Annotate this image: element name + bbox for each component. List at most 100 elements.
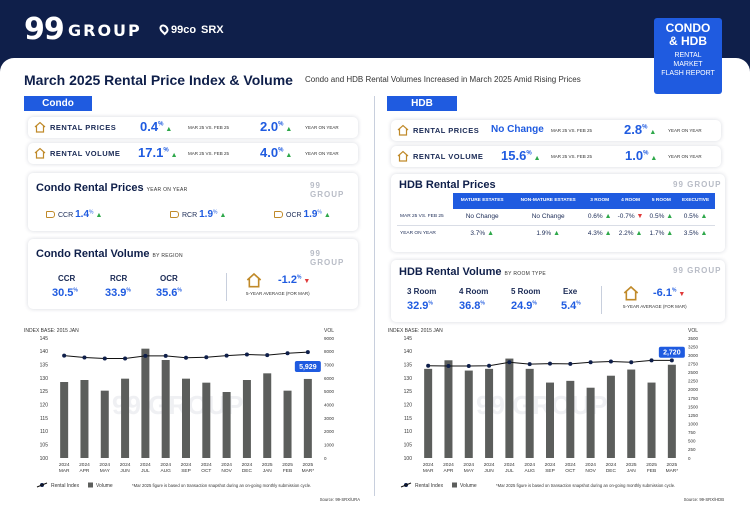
x-tick-month: FEB	[647, 468, 656, 474]
table-header: 5 ROOM	[646, 193, 677, 209]
table-header: EXECUTIVE	[676, 193, 715, 209]
right-tick-label: 3250	[688, 344, 699, 349]
x-tick-year: 2025	[667, 462, 678, 468]
left-tick-label: 130	[40, 376, 49, 382]
condo-vol-ocr-label: OCR	[160, 274, 178, 283]
volume-bar	[586, 387, 595, 458]
x-tick-month: SEP	[545, 468, 555, 474]
right-tick-label: 2000	[688, 387, 699, 392]
condo-vol-ccr-value: 30.5%	[52, 287, 78, 299]
rental-index-point	[62, 353, 67, 358]
condo-prices-region-title-text: Condo Rental Prices	[36, 182, 144, 194]
callout-value: 5,929	[299, 364, 317, 371]
condo-volume-yoy-label: YEAR ON YEAR	[305, 151, 339, 156]
legend-line-index	[36, 482, 48, 488]
left-tick-label: 120	[40, 402, 49, 408]
main-panel: March 2025 Rental Price Index & Volume C…	[0, 58, 750, 513]
hdb-price-table: MATURE ESTATES NON-MATURE ESTATES 3 ROOM…	[397, 193, 715, 241]
region-name: RCR	[182, 212, 198, 219]
volume-bar	[263, 373, 272, 458]
chart-index-base-label: INDEX BASE: 2015 JAN	[24, 328, 79, 334]
legend-label-volume: Volume	[96, 483, 113, 489]
table-cell: 1.9% ▲	[536, 229, 561, 237]
house-icon	[623, 285, 639, 301]
badge-line-3: RENTAL	[674, 52, 702, 59]
condo-prices-region-title: Condo Rental Prices YEAR ON YEAR	[36, 182, 188, 194]
table-row-label: YEAR ON YEAR	[400, 230, 436, 236]
x-tick-month: MAR*	[666, 468, 679, 474]
hdb-prices-yoy-number: 2.8	[624, 122, 643, 137]
x-tick-month: OCT	[201, 468, 211, 474]
volume-bar	[222, 392, 231, 458]
right-tick-label: 250	[688, 447, 696, 452]
partner-label-99co: 99co	[171, 24, 197, 36]
table-cell: 0.6% ▲	[584, 209, 615, 226]
condo-volume-yoy-value: 4.0% ▲	[260, 145, 293, 160]
hdb-vol-5yr-number: -6.1	[653, 287, 672, 299]
condo-vol-ccr-number: 30.5	[52, 287, 74, 299]
left-tick-label: 105	[40, 442, 49, 448]
center-divider	[374, 96, 375, 496]
condo-prices-region-subtitle: YEAR ON YEAR	[146, 187, 188, 193]
chart-source: Source: 99-SRX/HDB	[684, 497, 724, 502]
rental-index-point	[527, 362, 532, 367]
rental-index-point	[102, 356, 107, 361]
hdb-room-4-value: 36.8%	[459, 300, 485, 312]
hdb-volume-mom-value: 15.6% ▲	[501, 148, 541, 163]
right-tick-label: 1000	[688, 422, 699, 427]
rental-index-point	[446, 364, 451, 368]
region-value: 1.9	[199, 209, 214, 220]
hdb-room-5-label: 5 Room	[511, 287, 541, 296]
legend-label-index: Rental Index	[51, 483, 80, 489]
hdb-prices-label: RENTAL PRICES	[413, 126, 480, 135]
x-tick-month: JUL	[141, 468, 150, 474]
condo-prices-mom-compare: MAR 25 VS. FEB 25	[188, 125, 230, 130]
price-tag-icon	[170, 211, 179, 218]
rental-index-point	[163, 353, 168, 358]
x-tick-year: 2025	[262, 462, 273, 468]
right-tick-label: 8000	[324, 349, 335, 354]
condo-vol-5yr-number: -1.2	[278, 274, 297, 286]
house-icon	[34, 121, 46, 133]
condo-region-price-ocr: OCR 1.9% ▲	[274, 209, 331, 220]
x-tick-month: MAR	[423, 468, 434, 474]
table-cell: 2.2% ▲	[618, 229, 643, 237]
chart-vol-axis-label: VOL	[688, 328, 698, 334]
condo-volume-yoy-number: 4.0	[260, 145, 279, 160]
right-tick-label: 4000	[324, 402, 335, 407]
x-tick-year: 2024	[140, 462, 151, 468]
condo-vol-rcr-label: RCR	[110, 274, 128, 283]
badge-line-4: MARKET	[673, 61, 703, 68]
left-tick-label: 135	[40, 362, 49, 368]
x-tick-year: 2024	[201, 462, 212, 468]
table-row: YEAR ON YEAR 3.7% ▲ 1.9% ▲ 4.3% ▲ 2.2% ▲…	[397, 225, 715, 241]
x-tick-month: DEC	[606, 468, 617, 474]
house-icon	[397, 150, 409, 162]
x-tick-month: JUN	[120, 468, 130, 474]
x-tick-year: 2024	[99, 462, 110, 468]
volume-bar	[606, 375, 615, 458]
chart-watermark: 99 GROUP	[112, 390, 244, 420]
hdb-volume-yoy-label: YEAR ON YEAR	[668, 154, 702, 159]
cell-value: -0.7%	[617, 213, 635, 221]
right-tick-label: 3000	[688, 353, 699, 358]
condo-rental-volume-card: RENTAL VOLUME 17.1% ▲ MAR 25 VS. FEB 25 …	[28, 143, 358, 164]
right-tick-label: 2000	[324, 429, 335, 434]
condo-vol-ocr-value: 35.6%	[156, 287, 182, 299]
right-tick-label: 0	[688, 456, 691, 461]
right-tick-label: 2250	[688, 379, 699, 384]
condo-prices-label: RENTAL PRICES	[50, 123, 117, 132]
x-tick-year: 2024	[524, 462, 535, 468]
condo-chart: INDEX BASE: 2015 JAN VOL 100 105 110 115 120 12…	[24, 328, 360, 502]
condo-region-price-rcr: RCR 1.9% ▲	[170, 209, 226, 220]
condo-vol-rcr-value: 33.9%	[105, 287, 131, 299]
price-tag-icon	[46, 211, 55, 218]
x-tick-month: APR	[444, 468, 454, 474]
hdb-rental-volume-card: RENTAL VOLUME 15.6% ▲ MAR 25 VS. FEB 25 …	[391, 146, 721, 167]
condo-region-price-ccr: CCR 1.4% ▲	[46, 209, 102, 220]
card-separator	[226, 273, 227, 301]
left-tick-label: 105	[404, 442, 413, 448]
cell-value: No Change	[531, 213, 565, 221]
badge-line-5: FLASH REPORT	[661, 70, 715, 77]
rental-index-point	[466, 364, 471, 368]
